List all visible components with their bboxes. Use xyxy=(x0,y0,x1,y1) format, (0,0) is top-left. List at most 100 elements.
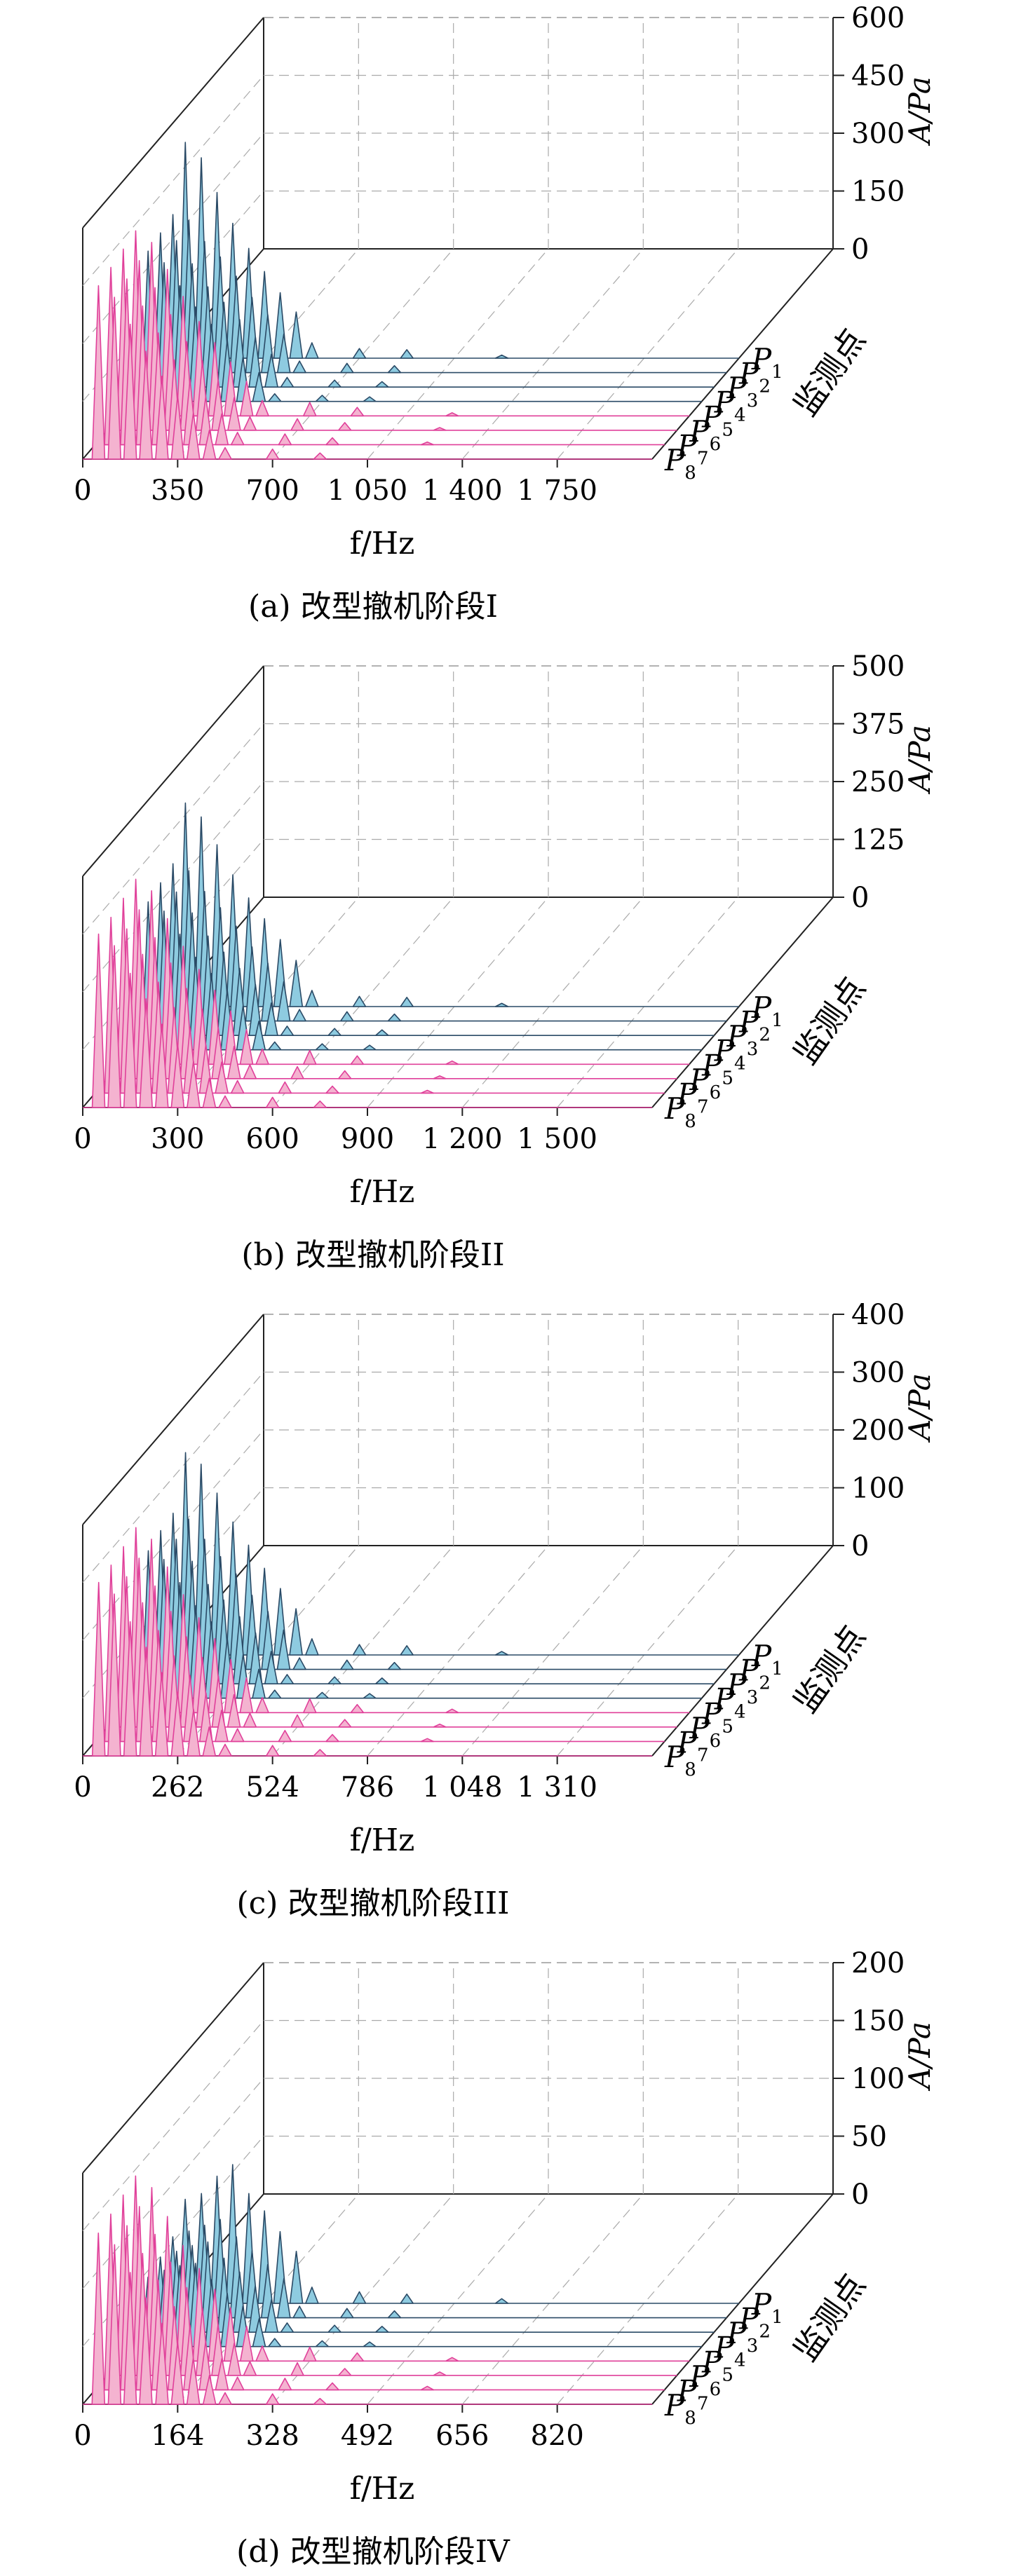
x-axis-title: f/Hz xyxy=(350,1174,415,1210)
right-depth-edge xyxy=(651,897,834,1108)
spectrum-peak xyxy=(139,2297,153,2405)
y-axis-title: 监测点 xyxy=(786,1618,872,1719)
spectrum-peak xyxy=(374,381,389,388)
spectrum-peak xyxy=(155,375,169,460)
monitor-point-label: P2 xyxy=(738,1005,771,1046)
spectrum-peak xyxy=(420,441,435,446)
spectrum-peak xyxy=(280,376,295,388)
monitor-point-label: P1 xyxy=(751,2287,783,2328)
z-tick-label: 0 xyxy=(851,2179,869,2211)
spectrum-peak xyxy=(292,1009,306,1022)
spectrum-peak xyxy=(267,2338,282,2347)
spectrum-peak xyxy=(230,432,245,446)
monitor-point-label: P5 xyxy=(701,2345,733,2385)
spectrum-peak xyxy=(350,1055,365,1065)
spectrum-peak xyxy=(187,1709,201,1757)
spectrum-peak xyxy=(302,2346,317,2362)
z-axis-title: A/Pa xyxy=(902,76,937,146)
spectrum-peak xyxy=(387,364,402,374)
spectrum-peak xyxy=(325,437,339,446)
spectrum-peak xyxy=(327,1028,341,1036)
spectrum-peak xyxy=(186,412,201,460)
panel-caption: (c) 改型撤机阶段III xyxy=(236,1886,509,1921)
spectrum-peak xyxy=(215,2358,229,2391)
z-tick-label: 450 xyxy=(851,60,905,93)
spectrum-peak xyxy=(252,1668,266,1699)
spectrum-peak xyxy=(239,2325,254,2362)
spectrum-peak xyxy=(226,1694,241,1728)
spectrum-peak xyxy=(243,2361,257,2376)
spectrum-peak xyxy=(340,1659,354,1670)
spectrum-peak xyxy=(363,396,377,402)
spectrum-peak xyxy=(387,2310,402,2319)
x-tick-label: 600 xyxy=(245,1123,299,1155)
series-P8: P8 xyxy=(83,285,696,484)
x-tick-label: 1 048 xyxy=(422,1771,503,1804)
spectrum-peak xyxy=(337,2368,352,2376)
spectrum-peak xyxy=(305,342,319,359)
spectrum-peak xyxy=(363,1693,377,1699)
spectrum-peak xyxy=(290,1714,304,1728)
x-gridline-floor xyxy=(367,248,549,460)
spectrum-peak xyxy=(350,2352,365,2362)
spectrum-peak xyxy=(218,1743,232,1757)
spectrum-peak xyxy=(278,2378,292,2391)
x-gridline-floor xyxy=(367,897,549,1108)
spectrum-peak xyxy=(107,2244,122,2405)
spectrum-peak xyxy=(420,1089,435,1094)
spectrum-peak xyxy=(267,1041,282,1051)
right-depth-edge xyxy=(651,1545,834,1757)
spectrum-peak xyxy=(302,402,317,417)
spectrum-peak xyxy=(170,1691,185,1757)
z-tick-label: 500 xyxy=(851,650,905,683)
spectrum-peak xyxy=(267,1689,282,1699)
x-gridline-floor xyxy=(461,1545,644,1757)
x-tick-label: 1 500 xyxy=(517,1123,597,1155)
x-tick-label: 0 xyxy=(74,2420,91,2452)
x-axis-title: f/Hz xyxy=(350,1822,415,1858)
spectrum-peak xyxy=(433,2371,447,2376)
spectrum-peak xyxy=(265,448,280,460)
spectrum-peak xyxy=(91,933,106,1108)
spectrum-peak xyxy=(278,433,292,446)
spectrum-peak xyxy=(433,1723,447,1728)
spectrum-peak xyxy=(325,1733,339,1743)
series-P1: P1 xyxy=(169,142,783,383)
x-tick-label: 1 200 xyxy=(422,1123,503,1155)
spectrum-peak xyxy=(494,354,509,359)
spectrum-peak xyxy=(337,422,352,431)
spectrum-peak xyxy=(123,2272,137,2405)
spectrum-peak xyxy=(123,323,137,460)
z-tick-label: 250 xyxy=(851,766,905,798)
spectrum-peak xyxy=(387,1661,402,1670)
spectrum-peak xyxy=(327,379,341,388)
spectrum-peak xyxy=(215,1710,229,1743)
spectrum-peak xyxy=(243,1064,257,1079)
side-wall-top xyxy=(82,1314,264,1525)
spectrum-peak xyxy=(363,1044,377,1051)
spectrum-peak xyxy=(264,2299,278,2333)
spectrum-peak xyxy=(255,1048,269,1065)
spectrum-peak xyxy=(352,2291,367,2304)
spectrum-peak xyxy=(327,1676,341,1684)
series-P1: P1 xyxy=(169,1452,783,1679)
z-tick-label: 600 xyxy=(851,2,905,34)
z-axis-title: A/Pa xyxy=(902,1373,937,1443)
spectrum-peak xyxy=(305,1638,319,1656)
spectrum-peak xyxy=(315,1691,330,1699)
spectrum-peak xyxy=(363,2341,377,2347)
spectrum-peak xyxy=(289,2250,304,2304)
spectrum-peak xyxy=(292,360,306,374)
spectrum-peak xyxy=(315,1043,330,1051)
spectrum-peak xyxy=(289,960,304,1007)
spectrum-peak xyxy=(276,1629,291,1670)
x-tick-label: 820 xyxy=(530,2420,583,2452)
spectrum-peak xyxy=(352,995,367,1007)
spectrum-peak xyxy=(187,1061,201,1108)
y-axis-title: 监测点 xyxy=(786,322,872,423)
spectrum-peak xyxy=(445,1708,459,1714)
spectrum-peak xyxy=(252,1020,266,1051)
spectrum-peak xyxy=(313,1100,327,1108)
spectrum-peak xyxy=(265,1745,280,1757)
